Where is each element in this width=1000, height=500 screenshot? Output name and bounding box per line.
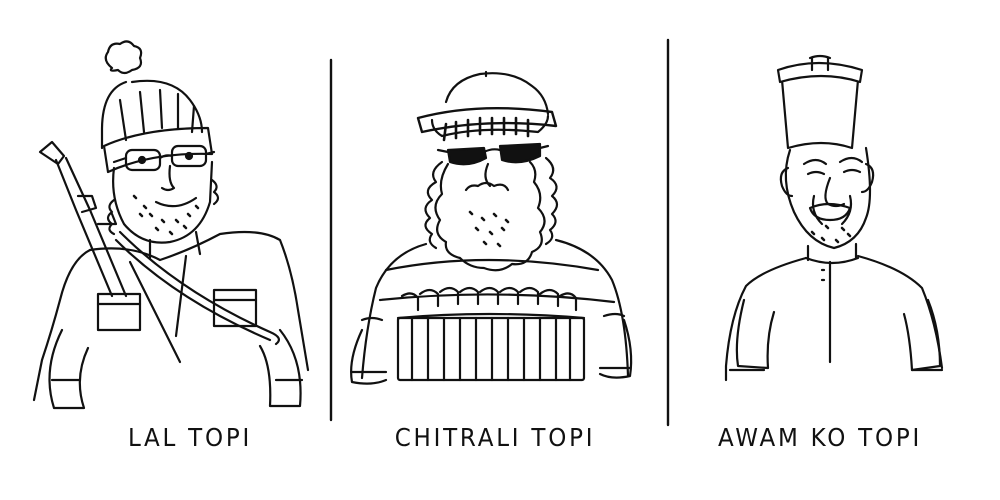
caption-awam-ko-topi: AWAM KO TOPI — [717, 423, 923, 452]
caption-lal-topi: LAL TOPI — [127, 423, 253, 452]
caption-chitrali-topi: CHITRALI TOPI — [394, 423, 596, 452]
figure-chitrali-topi — [350, 70, 633, 385]
figure-lal-topi — [32, 40, 310, 410]
figure-awam-ko-topi — [724, 54, 944, 382]
